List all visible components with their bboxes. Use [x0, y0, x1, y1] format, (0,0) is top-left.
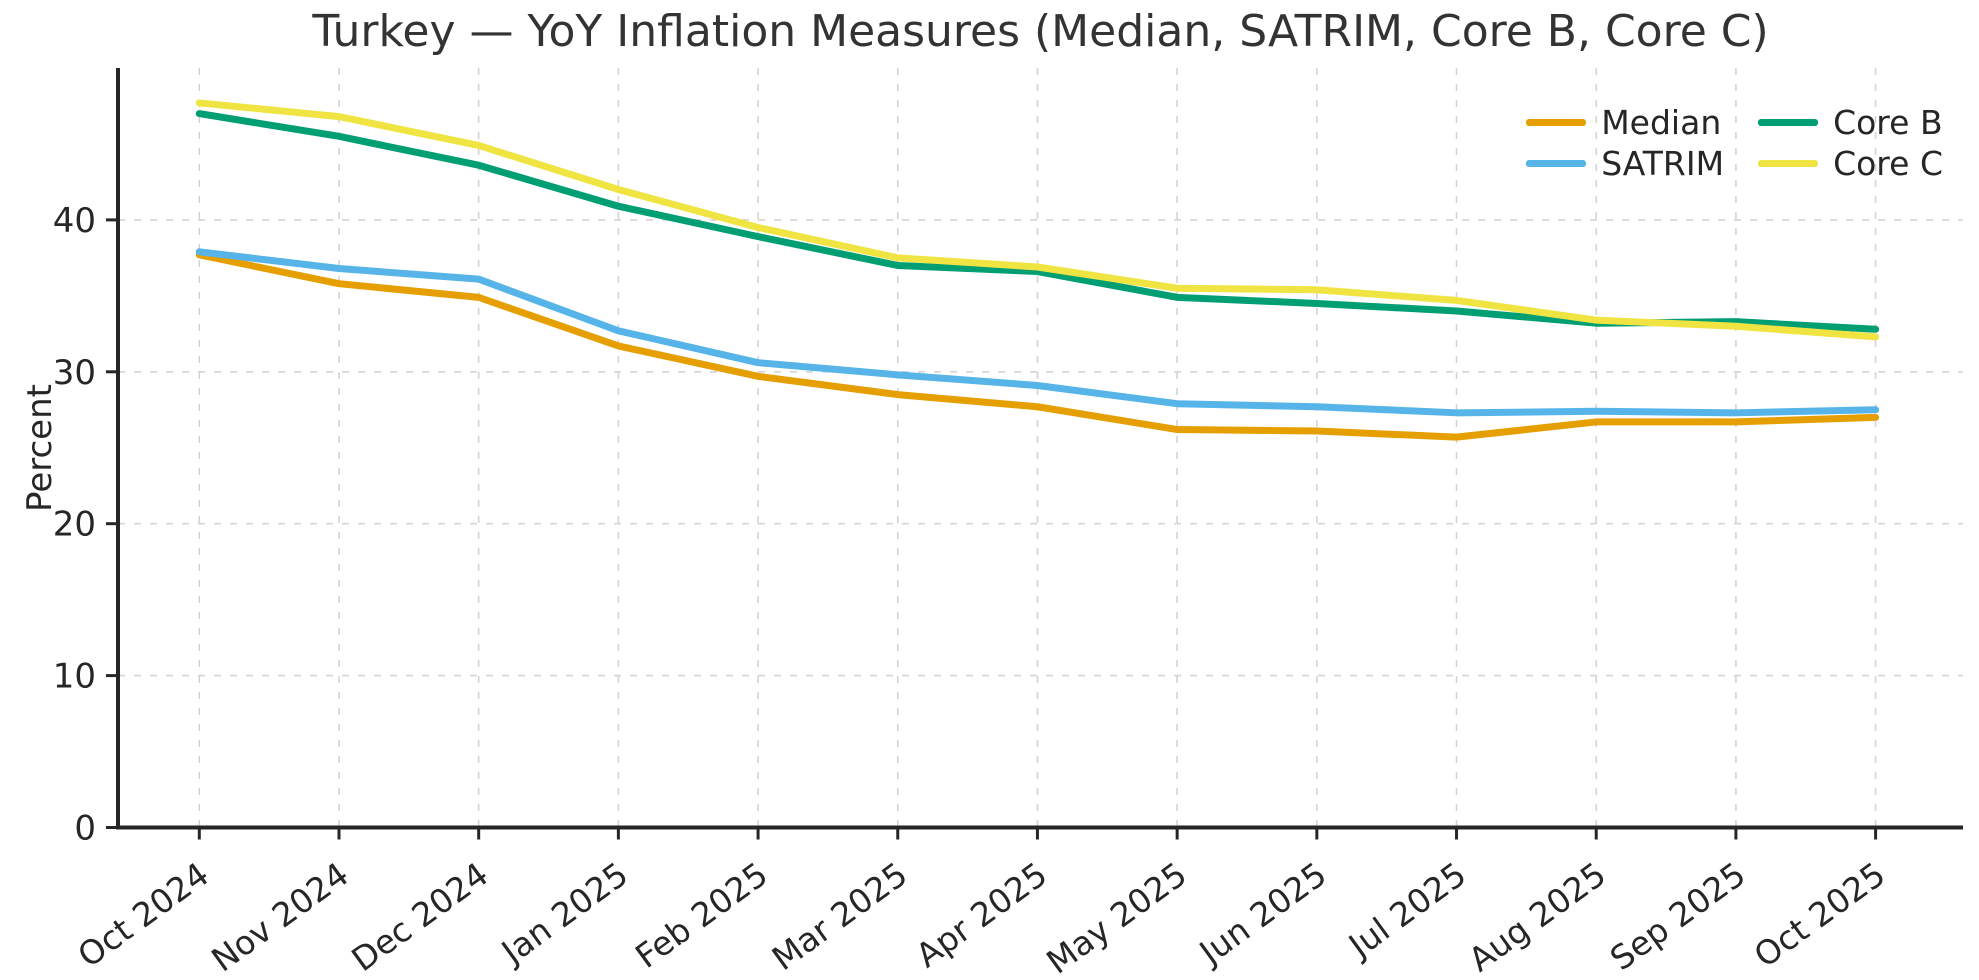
legend-item-core-c: Core C [1758, 144, 1943, 183]
series-line-core-c [195, 99, 1880, 341]
x-tick-label: Oct 2025 [1747, 854, 1893, 975]
legend-label: Core C [1833, 144, 1943, 183]
legend-item-core-b: Core B [1758, 103, 1943, 142]
y-tick-label: 10 [53, 657, 96, 697]
legend-item-median: Median [1526, 103, 1724, 142]
x-tick-label: Mar 2025 [765, 854, 915, 978]
x-tick-label: Apr 2025 [909, 854, 1055, 975]
chart-title: Turkey — YoY Inflation Measures (Median,… [312, 6, 1769, 57]
legend-swatch-icon [1526, 160, 1587, 167]
legend-label: SATRIM [1601, 144, 1725, 183]
x-tick-label: Sep 2025 [1603, 854, 1753, 978]
x-tick-label: Jun 2025 [1191, 854, 1334, 973]
legend-label: Median [1601, 103, 1722, 142]
legend-label: Core B [1833, 103, 1943, 142]
series-line-median [195, 251, 1880, 441]
x-tick-label: Jan 2025 [493, 854, 635, 972]
series-line-satrim [195, 248, 1880, 417]
x-tick-label: Nov 2024 [204, 854, 355, 979]
x-tick-label: Oct 2024 [70, 854, 216, 975]
x-tick-label: May 2025 [1039, 854, 1194, 980]
x-tick-label: Feb 2025 [628, 854, 775, 975]
legend-swatch-icon [1758, 160, 1819, 167]
x-tick-label: Dec 2024 [344, 854, 495, 979]
legend: Median SATRIM Core B Core C [1526, 102, 1943, 184]
legend-swatch-icon [1526, 119, 1587, 126]
legend-swatch-icon [1758, 119, 1819, 126]
y-tick-label: 40 [53, 201, 96, 241]
x-tick-label: Jul 2025 [1340, 854, 1473, 966]
y-tick-label: 30 [53, 353, 96, 393]
y-tick-label: 20 [53, 505, 96, 545]
legend-item-satrim: SATRIM [1526, 144, 1724, 183]
y-tick-label: 0 [74, 809, 96, 849]
x-tick-label: Aug 2025 [1461, 854, 1612, 979]
y-axis-label: Percent [20, 384, 60, 512]
